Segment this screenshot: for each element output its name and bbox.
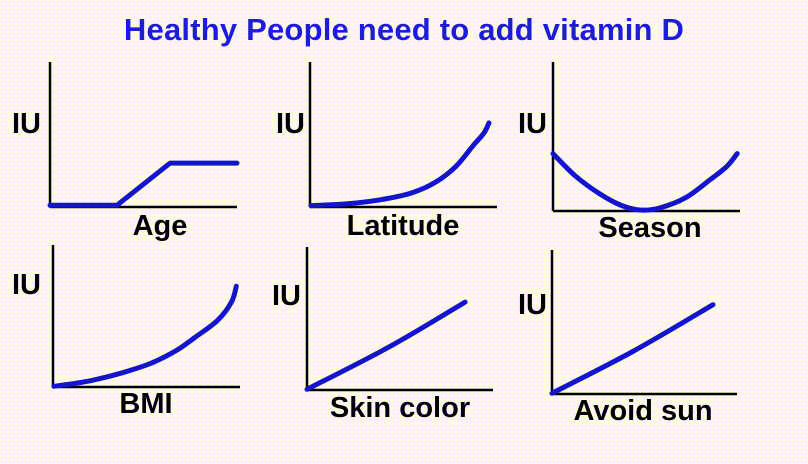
slide-title: Healthy People need to add vitamin D: [123, 12, 685, 47]
skin-color-ylabel: IU: [272, 280, 301, 312]
skin-color-curve: [304, 299, 468, 392]
season-xlabel: Season: [598, 212, 702, 244]
chart-age: [47, 62, 240, 209]
avoid-sun-xlabel: Avoid sun: [573, 395, 713, 427]
chart-skin-color: [304, 247, 493, 392]
bmi-xlabel: BMI: [119, 388, 173, 420]
chart-latitude: [308, 62, 497, 209]
chart-bmi: [51, 245, 240, 389]
latitude-ylabel: IU: [276, 108, 305, 140]
latitude-xlabel: Latitude: [346, 210, 460, 242]
latitude-curve: [308, 120, 492, 209]
bmi-curve: [51, 283, 239, 389]
season-ylabel: IU: [518, 108, 547, 140]
age-curve: [47, 160, 240, 208]
chart-season: [550, 62, 740, 213]
age-xlabel: Age: [132, 210, 188, 242]
avoid-sun-ylabel: IU: [518, 289, 547, 321]
chart-avoid-sun: [549, 250, 737, 396]
age-ylabel: IU: [12, 108, 41, 140]
avoid-sun-curve: [549, 302, 716, 396]
bmi-ylabel: IU: [12, 269, 41, 301]
season-curve: [550, 151, 740, 213]
skin-color-xlabel: Skin color: [329, 392, 471, 424]
